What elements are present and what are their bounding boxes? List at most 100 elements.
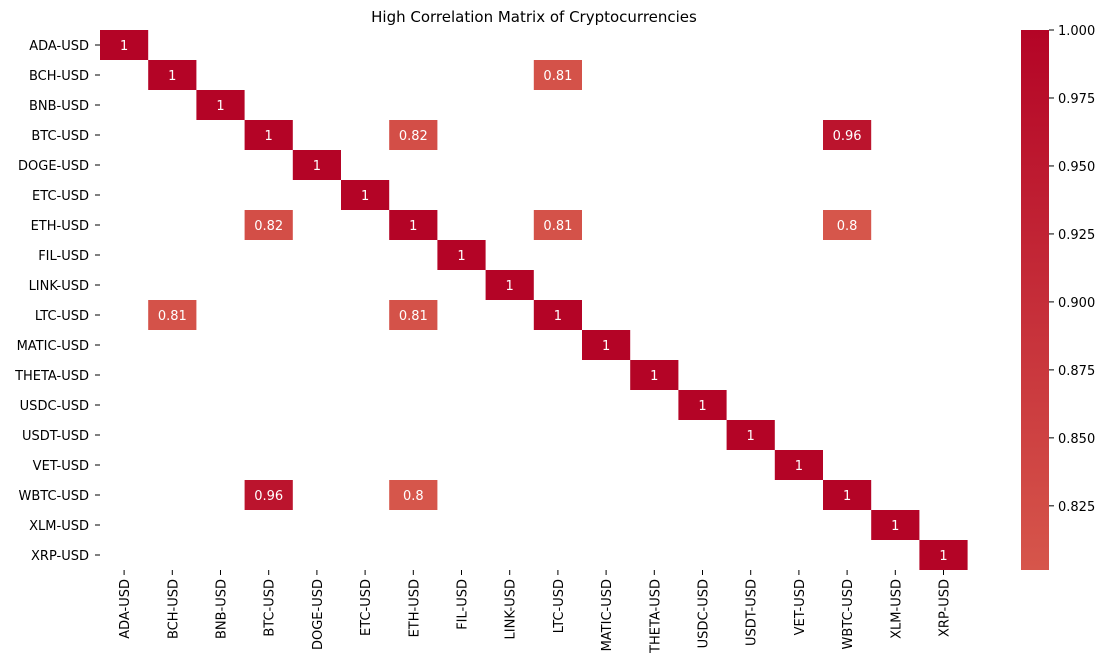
x-tick-label: USDT-USD — [745, 579, 760, 646]
cell-value-label: 0.81 — [399, 309, 428, 324]
cell-value-label: 1 — [457, 249, 465, 264]
heatmap-cell-bch-usd-ltc-usd — [533, 60, 582, 90]
heatmap-cell-eth-usd-eth-usd — [389, 210, 438, 240]
heatmap-cell-usdc-usd-usdc-usd — [678, 390, 727, 420]
x-tick-label: LINK-USD — [504, 579, 519, 639]
x-tick-label: BTC-USD — [263, 579, 278, 637]
y-tick-label: ADA-USD — [29, 39, 89, 54]
heatmap-cell-wbtc-usd-wbtc-usd — [823, 480, 872, 510]
heatmap-cell-vet-usd-vet-usd — [774, 450, 823, 480]
heatmap-cell-bch-usd-bch-usd — [148, 60, 197, 90]
heatmap-cell-eth-usd-ltc-usd — [533, 210, 582, 240]
colorbar-tick-label: 0.975 — [1058, 92, 1095, 107]
cell-value-label: 0.96 — [833, 129, 862, 144]
cell-value-label: 1 — [361, 189, 369, 204]
cell-value-label: 0.82 — [399, 129, 428, 144]
colorbar-gradient — [1021, 30, 1049, 570]
x-tick-label: ETH-USD — [407, 579, 422, 637]
heatmap-cell-fil-usd-fil-usd — [437, 240, 486, 270]
x-tick-label: ADA-USD — [118, 579, 133, 639]
x-tick-label: ETC-USD — [359, 579, 374, 636]
x-tick-label: BNB-USD — [215, 579, 230, 639]
cell-value-label: 1 — [843, 489, 851, 504]
y-tick-label: BTC-USD — [31, 129, 89, 144]
cell-value-label: 1 — [216, 99, 224, 114]
y-tick-label: THETA-USD — [14, 369, 89, 384]
y-tick-label: BNB-USD — [29, 99, 89, 114]
cell-value-label: 1 — [265, 129, 273, 144]
cell-value-label: 1 — [891, 519, 899, 534]
x-tick-label: FIL-USD — [456, 579, 471, 630]
x-tick-label: MATIC-USD — [600, 579, 615, 651]
cell-value-label: 1 — [650, 369, 658, 384]
cell-value-label: 0.8 — [403, 489, 424, 504]
heatmap-cell-xlm-usd-xlm-usd — [871, 510, 920, 540]
heatmap-cell-eth-usd-btc-usd — [244, 210, 293, 240]
heatmap-cell-wbtc-usd-eth-usd — [389, 480, 438, 510]
cell-value-label: 0.82 — [254, 219, 283, 234]
heatmap-cell-btc-usd-eth-usd — [389, 120, 438, 150]
heatmap-cell-matic-usd-matic-usd — [582, 330, 631, 360]
y-tick-label: FIL-USD — [38, 249, 89, 264]
x-axis-labels: ADA-USD BCH-USD BNB-USD BTC-USD DOGE-USD ETC-… — [118, 570, 953, 654]
cell-value-label: 1 — [120, 39, 128, 54]
x-tick-label: LTC-USD — [552, 579, 567, 633]
x-tick-label: BCH-USD — [166, 579, 181, 639]
y-tick-label: BCH-USD — [29, 69, 89, 84]
heatmap-cell-doge-usd-doge-usd — [292, 150, 341, 180]
y-tick-label: MATIC-USD — [17, 339, 89, 354]
y-tick-label: USDC-USD — [20, 399, 89, 414]
y-tick-label: ETH-USD — [31, 219, 89, 234]
colorbar-tick-label: 1.000 — [1058, 24, 1095, 39]
cell-value-label: 0.81 — [158, 309, 187, 324]
colorbar-tick-label: 0.875 — [1058, 364, 1095, 379]
cell-value-label: 0.96 — [254, 489, 283, 504]
y-tick-label: USDT-USD — [22, 429, 89, 444]
cell-value-label: 1 — [602, 339, 610, 354]
heatmap-cell-eth-usd-wbtc-usd — [823, 210, 872, 240]
x-tick-label: THETA-USD — [648, 579, 663, 654]
heatmap-cell-ltc-usd-ltc-usd — [533, 300, 582, 330]
cell-value-label: 1 — [939, 549, 947, 564]
heatmap-cell-xrp-usd-xrp-usd — [919, 540, 968, 570]
x-tick-label: XRP-USD — [938, 579, 953, 637]
y-tick-label: XLM-USD — [29, 519, 89, 534]
chart-title: High Correlation Matrix of Cryptocurrenc… — [371, 8, 697, 26]
heatmap-cell-ltc-usd-bch-usd — [148, 300, 197, 330]
cell-value-label: 1 — [506, 279, 514, 294]
colorbar-tick-label: 0.900 — [1058, 296, 1095, 311]
x-tick-label: WBTC-USD — [841, 579, 856, 650]
colorbar: 0.825 0.850 0.875 0.900 0.925 0.950 0.975 1.000 — [1021, 24, 1095, 570]
x-tick-label: XLM-USD — [889, 579, 904, 639]
colorbar-tick-label: 0.825 — [1058, 500, 1095, 515]
x-tick-label: VET-USD — [793, 579, 808, 635]
cell-value-label: 1 — [168, 69, 176, 84]
cell-value-label: 1 — [795, 459, 803, 474]
cell-value-label: 0.8 — [837, 219, 858, 234]
cell-value-label: 1 — [747, 429, 755, 444]
heatmap-cell-theta-usd-theta-usd — [630, 360, 679, 390]
heatmap-cell-etc-usd-etc-usd — [341, 180, 390, 210]
colorbar-tick-label: 0.950 — [1058, 160, 1095, 175]
cell-value-label: 0.81 — [543, 219, 572, 234]
x-tick-label: USDC-USD — [697, 579, 712, 648]
heatmap-cell-btc-usd-btc-usd — [244, 120, 293, 150]
heatmap-cell-usdt-usd-usdt-usd — [726, 420, 775, 450]
cell-value-label: 1 — [698, 399, 706, 414]
y-tick-label: LINK-USD — [29, 279, 89, 294]
heatmap-cell-ada-usd-ada-usd — [100, 30, 149, 60]
x-tick-label: DOGE-USD — [311, 579, 326, 650]
heatmap-cell-bnb-usd-bnb-usd — [196, 90, 245, 120]
cell-value-label: 1 — [313, 159, 321, 174]
y-tick-label: LTC-USD — [35, 309, 89, 324]
heatmap-cell-wbtc-usd-btc-usd — [244, 480, 293, 510]
heatmap-cell-link-usd-link-usd — [485, 270, 534, 300]
colorbar-tick-label: 0.850 — [1058, 432, 1095, 447]
y-tick-label: WBTC-USD — [19, 489, 90, 504]
cell-value-label: 0.81 — [543, 69, 572, 84]
heatmap-cell-btc-usd-wbtc-usd — [823, 120, 872, 150]
cell-value-label: 1 — [554, 309, 562, 324]
cell-value-label: 1 — [409, 219, 417, 234]
